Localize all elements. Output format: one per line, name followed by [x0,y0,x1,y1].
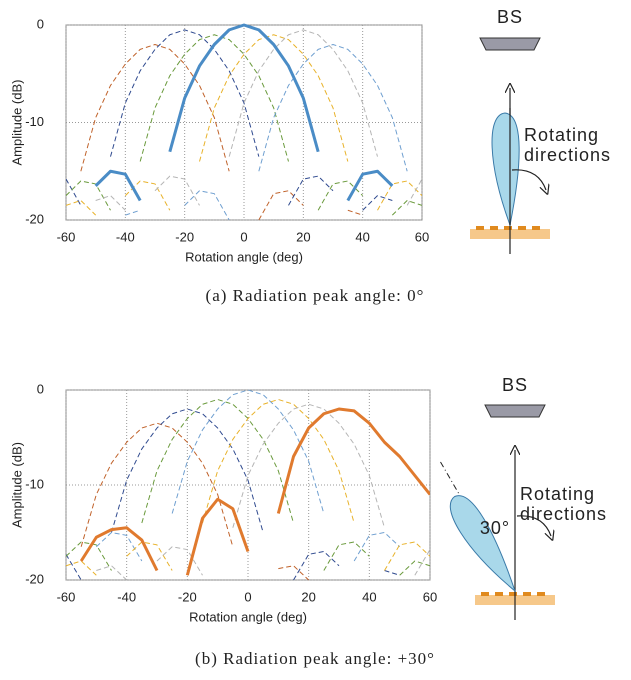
y-tick-label: -10 [25,114,44,129]
x-tick-label: -40 [117,589,136,604]
antenna-element [481,592,489,596]
antenna-element [476,226,484,230]
antenna-element [490,226,498,230]
base-station [484,404,546,418]
x-tick-label: -60 [57,229,76,244]
antenna-element [532,226,540,230]
base-station [479,37,541,51]
x-axis-title: Rotation angle (deg) [185,249,303,264]
beam-pattern [125,44,408,221]
beam-pattern [66,399,430,576]
x-tick-label: 0 [240,229,247,244]
beam-pattern [66,29,393,211]
caption: (a) Radiation peak angle: 0° [206,286,425,305]
rotation-arrow [511,169,546,190]
beam-lobe [449,495,517,593]
rotate-label: directions [520,504,607,524]
bs-label: BS [502,375,528,395]
beam-pattern [96,403,430,581]
y-axis-title: Amplitude (dB) [9,442,24,528]
x-tick-label: -20 [175,229,194,244]
selected-beam-pattern [79,407,430,576]
x-tick-label: 20 [296,229,310,244]
beam-pattern [66,34,422,216]
beam-pattern [66,34,422,216]
beam-lobe [491,112,520,227]
bs-label: BS [497,7,523,27]
beam-pattern [66,399,430,576]
antenna-element [504,226,512,230]
y-tick-label: -20 [25,211,44,226]
x-tick-label: 0 [244,589,251,604]
antenna-element [495,592,503,596]
angle-label: 30° [480,518,510,538]
rotation-arrow [516,515,551,536]
y-axis-title: Amplitude (dB) [9,80,24,166]
y-tick-label: 0 [37,381,44,396]
x-tick-label: -60 [57,589,76,604]
x-tick-label: 40 [355,229,369,244]
x-tick-label: -20 [178,589,197,604]
antenna-element [537,592,545,596]
rotate-label: directions [524,145,611,165]
x-tick-label: 40 [362,589,376,604]
x-tick-label: 60 [415,229,429,244]
beam-pattern [80,422,310,581]
y-tick-label: 0 [37,16,44,31]
x-axis-title: Rotation angle (deg) [189,609,307,624]
antenna-element [509,592,517,596]
beam-pattern [80,44,363,221]
antenna-element [523,592,531,596]
x-tick-label: 60 [423,589,437,604]
y-tick-label: -20 [25,571,44,586]
caption: (b) Radiation peak angle: +30° [195,649,435,668]
y-tick-label: -10 [25,476,44,491]
x-tick-label: -40 [116,229,135,244]
rotate-label: Rotating [524,125,599,145]
x-tick-label: 20 [301,589,315,604]
rotate-label: Rotating [520,484,595,504]
beam-pattern [95,29,422,211]
antenna-element [518,226,526,230]
